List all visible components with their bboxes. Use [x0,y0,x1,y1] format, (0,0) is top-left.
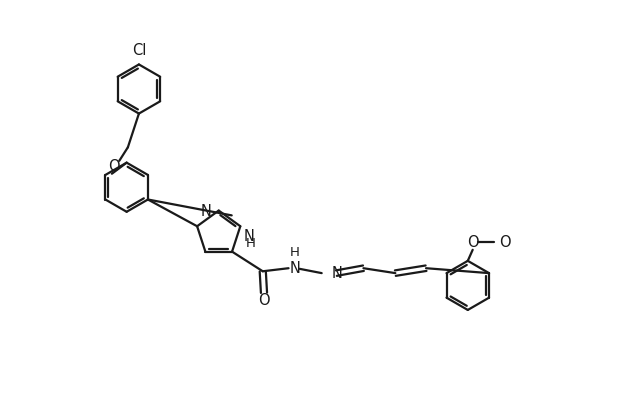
Text: N: N [200,204,211,219]
Text: O: O [467,235,479,250]
Text: N: N [289,261,300,276]
Text: O: O [499,235,511,250]
Text: H: H [290,246,300,259]
Text: O: O [258,293,270,308]
Text: Cl: Cl [132,43,146,58]
Text: N: N [243,229,254,244]
Text: H: H [246,237,256,250]
Text: O: O [109,160,120,174]
Text: N: N [332,266,342,280]
